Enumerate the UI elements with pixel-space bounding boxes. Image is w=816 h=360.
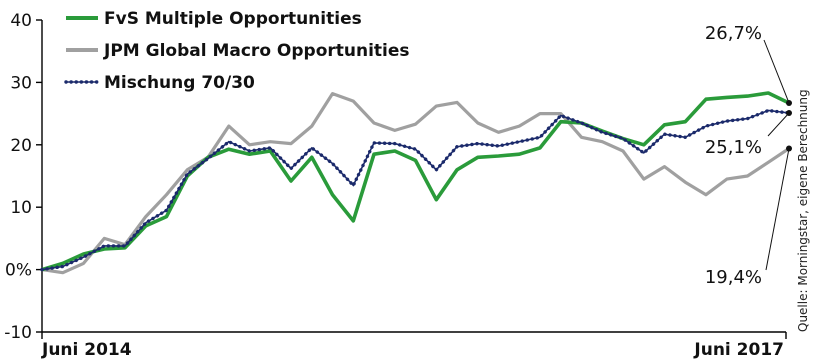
end-value-label: 26,7% <box>705 23 762 44</box>
source-note: Quelle: Morningstar, eigene Berechnung <box>796 89 810 332</box>
end-value-label: 25,1% <box>705 137 762 158</box>
series-line-jpm <box>41 91 790 275</box>
end-point-marker <box>786 99 792 106</box>
callout-leader <box>767 112 790 137</box>
y-tick-label: -10 <box>4 323 32 343</box>
x-axis: Juni 2014 Juni 2017 <box>41 331 787 360</box>
y-tick-label: 20 <box>10 136 32 156</box>
legend-label: Mischung 70/30 <box>104 73 255 93</box>
callout-leader <box>765 148 790 271</box>
y-ticks: -10 0% 10 20 30 40 <box>4 11 42 343</box>
series-layer <box>40 91 791 275</box>
end-point-marker <box>786 109 792 116</box>
y-tick-label: 30 <box>10 73 32 93</box>
legend: FvS Multiple Opportunities JPM Global Mac… <box>64 9 410 93</box>
series-line-mischung <box>41 109 790 271</box>
end-value-callouts: 26,7% 19,4% 25,1% <box>705 23 792 288</box>
y-tick-label: 0% <box>5 261 32 281</box>
y-tick-label: 40 <box>10 11 32 31</box>
series-dots-mischung <box>40 108 791 272</box>
x-tick-label-end: Juni 2017 <box>693 340 784 360</box>
y-tick-label: 10 <box>10 198 32 218</box>
end-point-marker <box>786 145 792 152</box>
series-points-mischung <box>40 108 791 272</box>
end-value-label: 19,4% <box>705 267 762 288</box>
legend-label: FvS Multiple Opportunities <box>104 9 362 29</box>
callout-leader <box>763 39 790 104</box>
legend-label: JPM Global Macro Opportunities <box>103 41 410 61</box>
series-line-fvs <box>41 91 790 272</box>
x-tick-label-start: Juni 2014 <box>41 340 132 360</box>
